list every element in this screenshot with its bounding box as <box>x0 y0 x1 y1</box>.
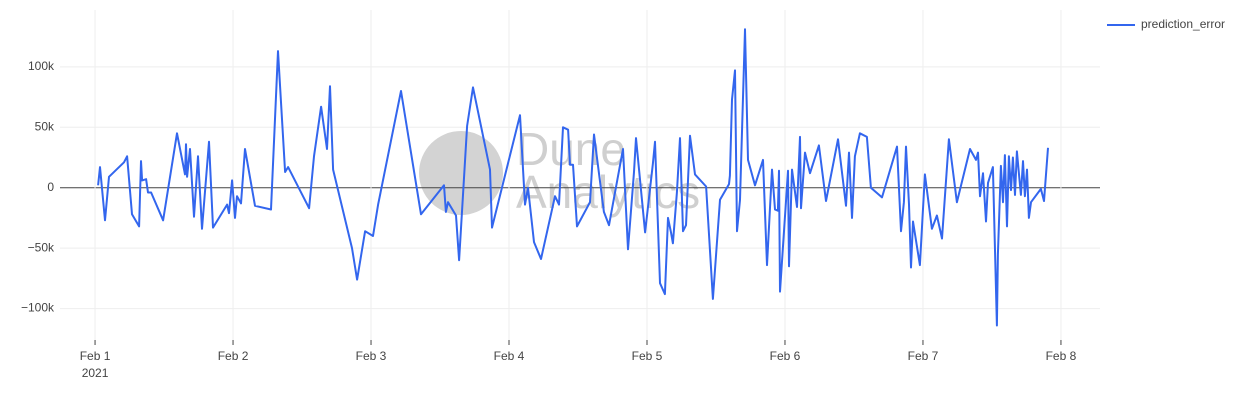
legend-label: prediction_error <box>1141 17 1225 31</box>
x-tick-label: Feb 1 <box>80 349 111 363</box>
x-tick-sublabel: 2021 <box>82 366 109 380</box>
x-tick-label: Feb 6 <box>770 349 801 363</box>
y-tick-label: −50k <box>28 240 55 254</box>
x-tick-label: Feb 4 <box>494 349 525 363</box>
x-tick-label: Feb 2 <box>218 349 249 363</box>
x-tick-label: Feb 3 <box>356 349 387 363</box>
watermark-logo <box>419 131 503 215</box>
y-tick-label: 0 <box>47 180 54 194</box>
x-tick-label: Feb 5 <box>632 349 663 363</box>
x-tick-label: Feb 7 <box>908 349 939 363</box>
watermark: Dune <box>516 123 626 175</box>
watermark: Analytics <box>516 166 700 218</box>
y-tick-label: −100k <box>21 301 55 315</box>
y-tick-label: 50k <box>35 119 55 133</box>
x-tick-label: Feb 8 <box>1046 349 1077 363</box>
series-line <box>97 28 1049 327</box>
y-tick-label: 100k <box>28 59 55 73</box>
